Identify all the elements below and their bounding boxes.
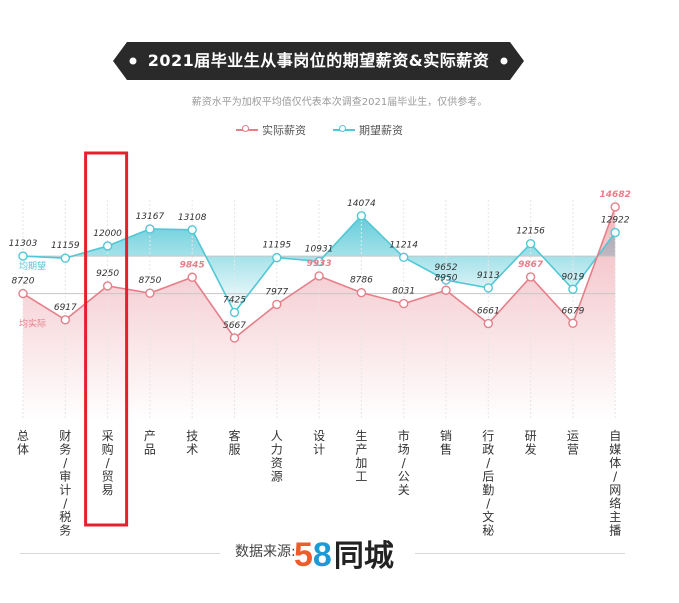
expected-value-label-0: 11303: [9, 239, 38, 249]
actual-point-7: [314, 271, 324, 281]
expected-value-label-3: 13167: [136, 212, 165, 222]
actual-point-14: [610, 202, 620, 212]
actual-value-label-9: 8031: [392, 287, 415, 297]
expected-point-3: [145, 224, 155, 234]
expected-point-4: [187, 225, 197, 235]
expected-value-label-4: 13108: [178, 213, 207, 223]
actual-point-4: [187, 272, 197, 282]
legend-label-actual: 实际薪资: [262, 124, 306, 137]
legend-swatch-actual: [236, 125, 258, 135]
actual-point-9: [399, 298, 409, 309]
legend-item-expected: 期望薪资: [333, 122, 403, 138]
expected-point-1: [60, 253, 71, 263]
actual-point-5: [229, 333, 240, 343]
expected-value-label-6: 11195: [262, 241, 291, 251]
actual-point-11: [483, 318, 493, 329]
actual-point-1: [60, 315, 71, 325]
expected-area: [23, 215, 616, 313]
legend-label-expected: 期望薪资: [359, 124, 403, 137]
highlight-box: [84, 151, 129, 527]
category-label-9: 市场/公关: [398, 428, 410, 497]
category-label-2: 采购/贸易: [102, 429, 114, 497]
actual-point-13: [568, 318, 578, 328]
actual-value-label-0: 8720: [12, 277, 35, 287]
expected-point-7: [314, 256, 324, 267]
expected-value-label-14: 12922: [601, 216, 630, 226]
actual-value-label-6: 7977: [265, 287, 288, 297]
title-banner: 2021届毕业生从事岗位的期望薪资&实际薪资: [113, 42, 524, 80]
title-banner-shape: [113, 42, 524, 80]
actual-point-12: [525, 272, 536, 282]
expected-point-9: [399, 252, 409, 263]
chart-title: 2021届毕业生从事岗位的期望薪资&实际薪资: [147, 51, 490, 70]
expected-value-label-8: 14074: [347, 199, 376, 209]
actual-value-label-8: 8786: [350, 276, 373, 286]
expected-point-2: [102, 241, 113, 251]
actual-value-label-3: 8750: [138, 276, 161, 286]
actual-value-label-10: 8950: [435, 273, 458, 283]
category-label-5: 客服: [228, 428, 240, 457]
category-label-4: 技术: [186, 429, 198, 457]
actual-value-label-14: 14682: [600, 190, 631, 200]
expected-point-10: [441, 275, 451, 285]
category-label-3: 产品: [144, 429, 156, 457]
actual-value-label-4: 9845: [180, 260, 205, 270]
actual-point-2: [102, 281, 113, 291]
expected-value-label-2: 12000: [93, 229, 122, 239]
actual-point-10: [441, 285, 451, 295]
actual-value-label-12: 9867: [518, 260, 544, 270]
expected-value-label-12: 12156: [516, 227, 545, 237]
category-label-1: 财务/审计/税务: [59, 429, 71, 538]
logo-text: 同城: [333, 539, 394, 574]
expected-value-label-1: 11159: [51, 241, 80, 251]
expected-point-5: [229, 307, 240, 318]
average-actual-label: 均实际: [19, 318, 46, 330]
category-label-12: 研发: [525, 429, 537, 457]
footer-divider-left: [20, 553, 220, 554]
legend-swatch-expected: [333, 125, 355, 135]
expected-point-13: [568, 284, 578, 294]
logo-digit-8: 8: [312, 536, 332, 574]
actual-point-6: [272, 299, 282, 310]
expected-value-label-7: 10931: [305, 244, 334, 254]
actual-point-8: [356, 287, 367, 298]
actual-point-0: [18, 288, 28, 299]
expected-value-label-11: 9113: [477, 271, 500, 281]
category-label-7: 设计: [313, 429, 325, 457]
actual-value-label-2: 9250: [96, 269, 119, 279]
footer-divider-right: [415, 553, 625, 554]
actual-value-label-7: 9933: [307, 259, 332, 269]
expected-value-label-9: 11214: [389, 240, 418, 250]
expected-value-label-5: 7425: [223, 295, 246, 305]
category-label-11: 行政/后勤/文秘: [482, 429, 494, 538]
actual-value-label-5: 5667: [223, 321, 246, 331]
source-logo: 5 8 同城: [294, 531, 394, 574]
legend-item-actual: 实际薪资: [236, 122, 306, 138]
logo-digit-5: 5: [294, 536, 313, 574]
expected-point-6: [272, 252, 282, 263]
expected-point-12: [525, 238, 536, 249]
expected-point-8: [356, 211, 367, 221]
expected-point-11: [483, 283, 493, 293]
actual-point-3: [145, 288, 155, 298]
expected-value-label-13: 9019: [561, 272, 584, 282]
expected-value-label-10: 9652: [435, 263, 458, 273]
source-label: 数据来源:: [235, 544, 296, 560]
expected-point-14: [610, 227, 620, 238]
category-label-10: 销售: [440, 429, 452, 457]
average-expected-label: 均期望: [19, 260, 46, 272]
category-label-14: 自媒体/网络主播: [609, 429, 621, 538]
actual-value-label-11: 6661: [477, 307, 500, 317]
actual-value-label-1: 6917: [54, 303, 77, 313]
expected-point-0: [18, 251, 28, 261]
category-label-0: 总体: [17, 429, 29, 457]
category-label-6: 人力资源: [271, 429, 283, 484]
category-label-8: 生产加工: [355, 429, 367, 484]
category-label-13: 运营: [567, 429, 579, 457]
actual-value-label-13: 6679: [561, 306, 584, 316]
chart-subtitle: 薪资水平为加权平均值仅代表本次调查2021届毕业生，仅供参考。: [191, 97, 488, 108]
